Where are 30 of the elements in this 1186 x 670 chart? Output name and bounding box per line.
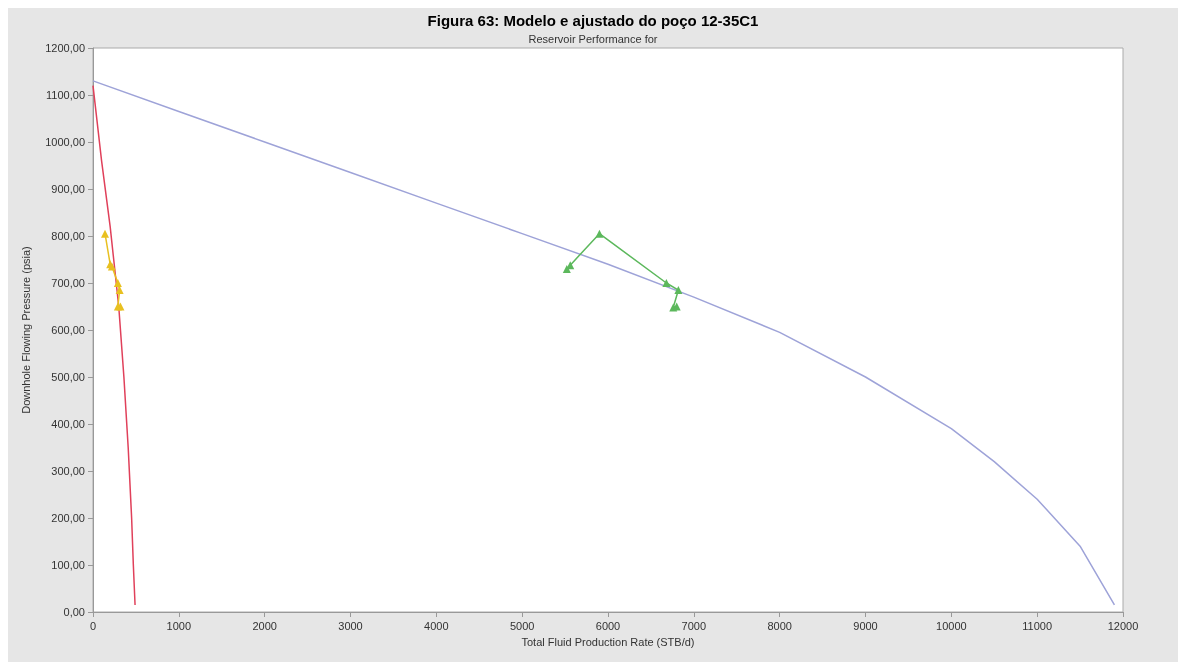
y-tick-label: 500,00 [51, 371, 85, 383]
x-axis-title: Total Fluid Production Rate (STB/d) [521, 635, 695, 648]
y-tick-label: 900,00 [51, 183, 85, 195]
x-tick-label: 7000 [681, 619, 707, 632]
x-tick-label: 4000 [424, 619, 449, 632]
y-tick-label: 0,00 [63, 606, 85, 618]
y-tick-label: 800,00 [51, 230, 85, 242]
y-tick-label: 1200,00 [45, 42, 85, 54]
y-tick-label: 600,00 [51, 324, 85, 336]
x-tick-label: 12000 [1107, 619, 1139, 632]
y-tick-label: 200,00 [51, 512, 85, 524]
x-tick-label: 2000 [252, 619, 277, 632]
x-tick-label: 5000 [509, 619, 535, 632]
x-tick-label: 10000 [936, 619, 967, 632]
x-tick-label: 3000 [338, 619, 363, 632]
x-tick-label: 8000 [767, 619, 792, 632]
y-tick-label: 300,00 [51, 465, 85, 477]
x-tick-label: 0 [89, 619, 97, 632]
chart-subtitle: Reservoir Performance for [528, 32, 658, 45]
x-tick-label: 11000 [1022, 619, 1053, 632]
x-tick-label: 6000 [595, 619, 621, 632]
y-tick-label: 700,00 [51, 277, 85, 289]
chart-title: Figura 63: Modelo e ajustado do poço 12-35C1 [427, 12, 759, 29]
y-axis-title: Downhole Flowing Pressure (psia) [19, 246, 32, 414]
y-tick-label: 100,00 [51, 559, 85, 571]
y-tick-label: 1100,00 [46, 89, 85, 101]
y-tick-label: 1000,00 [45, 136, 85, 148]
x-tick-label: 9000 [853, 619, 878, 632]
y-tick-label: 400,00 [51, 418, 85, 430]
x-tick-label: 1000 [166, 619, 192, 632]
